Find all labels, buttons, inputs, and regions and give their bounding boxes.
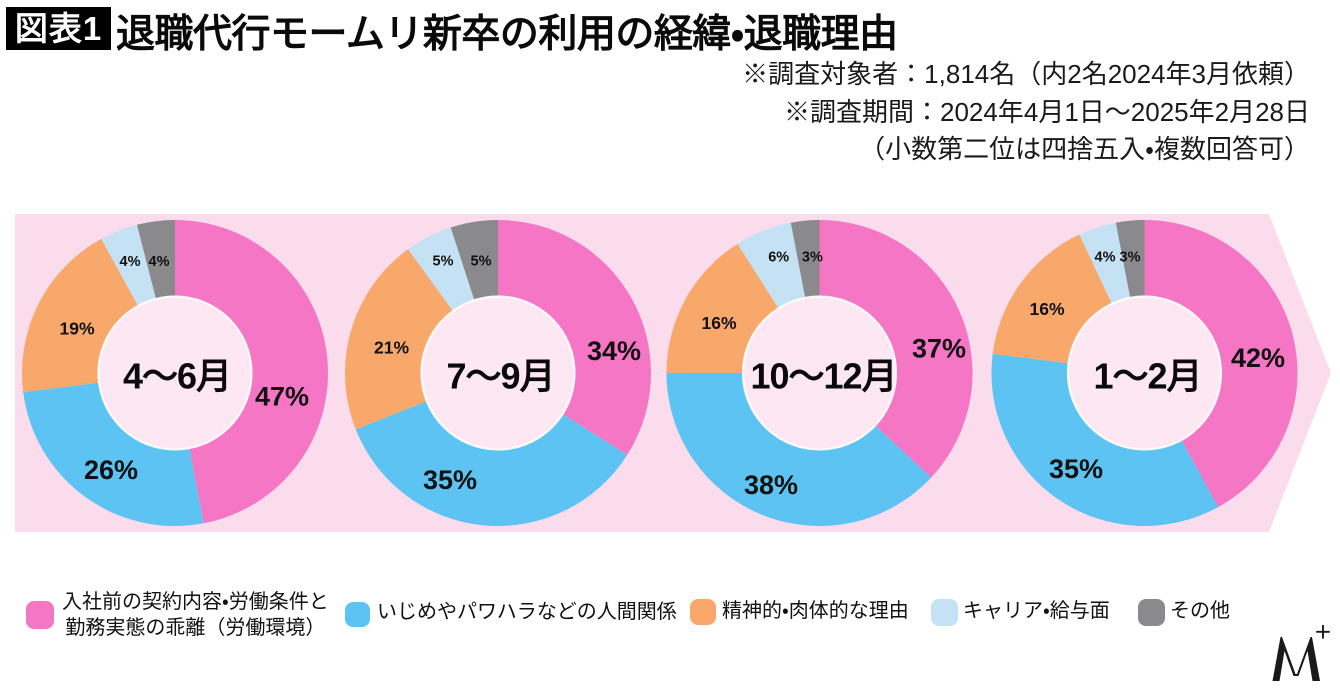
svg-text:4%: 4% — [1095, 250, 1116, 266]
svg-text:16%: 16% — [1029, 299, 1064, 319]
svg-text:26%: 26% — [84, 455, 138, 485]
svg-text:7〜9月: 7〜9月 — [446, 356, 554, 397]
svg-text:4%: 4% — [120, 254, 141, 270]
svg-text:3%: 3% — [1120, 250, 1141, 266]
svg-text:47%: 47% — [255, 382, 309, 412]
svg-text:19%: 19% — [59, 319, 94, 339]
svg-text:5%: 5% — [433, 254, 454, 270]
svg-text:34%: 34% — [587, 336, 641, 366]
svg-text:6%: 6% — [768, 250, 789, 266]
svg-text:4〜6月: 4〜6月 — [123, 356, 231, 397]
svg-text:16%: 16% — [701, 313, 736, 333]
svg-text:3%: 3% — [802, 250, 823, 266]
svg-text:35%: 35% — [423, 465, 477, 495]
svg-text:42%: 42% — [1231, 343, 1285, 373]
svg-text:10〜12月: 10〜12月 — [750, 356, 896, 397]
svg-text:37%: 37% — [912, 334, 966, 364]
svg-text:21%: 21% — [374, 338, 409, 358]
svg-text:4%: 4% — [149, 254, 170, 270]
svg-text:1〜2月: 1〜2月 — [1093, 356, 1201, 397]
svg-text:38%: 38% — [744, 470, 798, 500]
svg-text:35%: 35% — [1049, 454, 1103, 484]
svg-text:5%: 5% — [471, 254, 492, 270]
